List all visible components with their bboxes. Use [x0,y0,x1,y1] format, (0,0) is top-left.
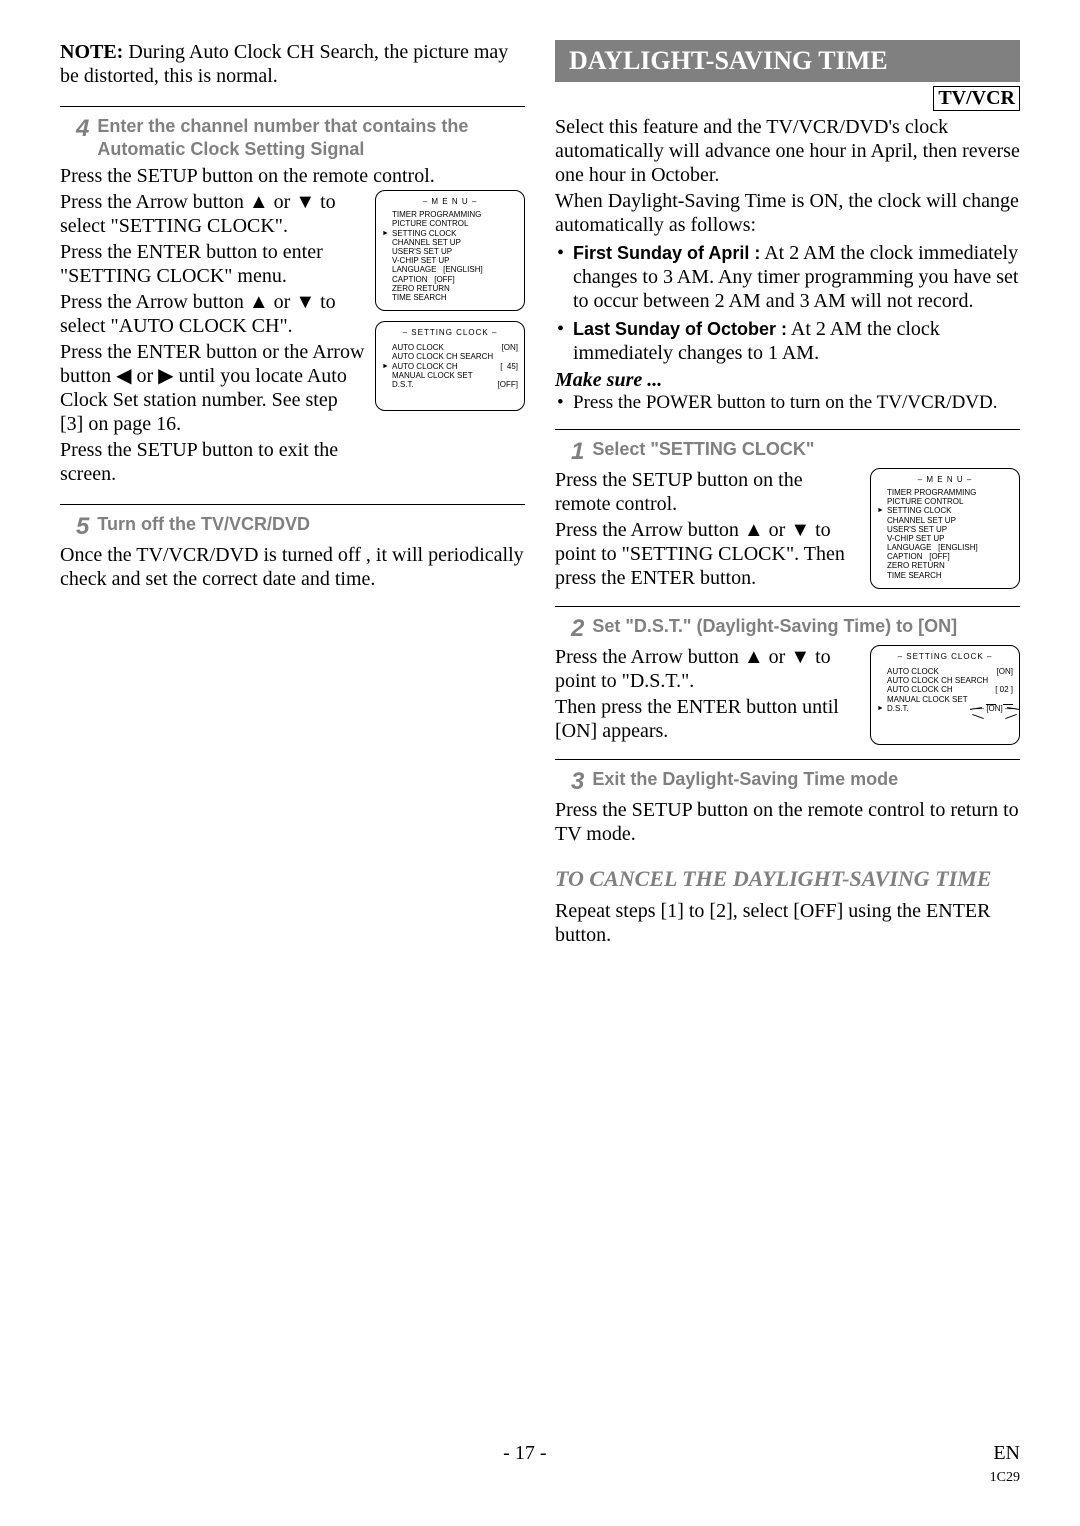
step3-body: Press the SETUP button on the remote con… [555,798,1020,846]
footer-code: 1C29 [990,1470,1020,1485]
osd-clock-line: AUTO CLOCK CH[ 45] [382,362,518,371]
note-label: NOTE: [60,41,123,63]
step-3-header: 3 Exit the Daylight-Saving Time mode [555,768,1020,794]
osd-clock-line: D.S.T.[OFF] [382,380,518,389]
osd-clock-box-2: – SETTING CLOCK – AUTO CLOCK[ON]AUTO CLO… [870,645,1020,745]
osd-clock-box: – SETTING CLOCK – AUTO CLOCK[ON]AUTO CLO… [375,321,525,411]
tvvcr-row: TV/VCR [555,86,1020,111]
step5-body: Once the TV/VCR/DVD is turned off , it w… [60,543,525,591]
osd-menu-line: SETTING CLOCK [382,229,518,238]
step2-text: Press the Arrow button ▲ or ▼ to point t… [555,645,860,745]
step-1-header: 1 Select "SETTING CLOCK" [555,438,1020,464]
step-number: 1 [571,440,584,464]
divider [60,504,525,505]
osd-clock-line: AUTO CLOCK[ON] [877,667,1013,676]
left-column: NOTE: During Auto Clock CH Search, the p… [60,40,525,947]
footer-en: EN [993,1442,1020,1464]
osd-clock-line: D.S.T.— [ON] — [877,704,1013,713]
step-number: 3 [571,770,584,794]
section-banner: DAYLIGHT-SAVING TIME [555,40,1020,82]
step-title: Set "D.S.T." (Daylight-Saving Time) to [… [592,615,957,641]
osd-menu-line: CHANNEL SET UP [877,516,1013,525]
osd-menu-box: – M E N U – TIMER PROGRAMMINGPICTURE CON… [375,190,525,311]
step4-text: Press the Arrow button ▲ or ▼ to select … [60,190,365,488]
divider [60,106,525,107]
osd-clock-line: AUTO CLOCK CH[ 02 ] [877,685,1013,694]
cancel-body: Repeat steps [1] to [2], select [OFF] us… [555,899,1020,947]
osd-menu-line: PICTURE CONTROL [877,497,1013,506]
step-5-header: 5 Turn off the TV/VCR/DVD [60,513,525,539]
step-4-header: 4 Enter the channel number that contains… [60,115,525,160]
bullet-list: First Sunday of April : At 2 AM the cloc… [555,241,1020,365]
osd-menu-line: TIME SEARCH [877,571,1013,580]
osd-menu-line: V-CHIP SET UP [877,534,1013,543]
divider [555,429,1020,430]
osd-menu-line: SETTING CLOCK [877,506,1013,515]
make-sure-heading: Make sure ... [555,369,1020,392]
osd-menu-line: PICTURE CONTROL [382,219,518,228]
osd-menu-line: USER'S SET UP [382,247,518,256]
osd-clock-line: AUTO CLOCK CH SEARCH [877,676,1013,685]
osd-menu-line: CAPTION [OFF] [877,552,1013,561]
right-column: DAYLIGHT-SAVING TIME TV/VCR Select this … [555,40,1020,947]
note-text: NOTE: During Auto Clock CH Search, the p… [60,40,525,88]
step-title: Exit the Daylight-Saving Time mode [592,768,898,794]
bullet-item: Last Sunday of October : At 2 AM the clo… [555,317,1020,365]
step1-text: Press the SETUP button on the remote con… [555,468,860,592]
divider [555,606,1020,607]
step-title: Select "SETTING CLOCK" [592,438,814,464]
osd-menu-line: LANGUAGE [ENGLISH] [877,543,1013,552]
osd-menu-line: ZERO RETURN [877,561,1013,570]
step-number: 2 [571,617,584,641]
osd-clock-line: MANUAL CLOCK SET [382,371,518,380]
makesure-item: Press the POWER button to turn on the TV… [555,392,1020,415]
osd-menu-box-2: – M E N U – TIMER PROGRAMMINGPICTURE CON… [870,468,1020,589]
step-title: Enter the channel number that contains t… [97,115,525,160]
cancel-heading: TO CANCEL THE DAYLIGHT-SAVING TIME [555,866,1020,891]
page-footer: - 17 - EN 1C29 [0,1442,1080,1486]
osd-menu-line: TIMER PROGRAMMING [877,488,1013,497]
step-number: 5 [76,515,89,539]
osd-menu-line: TIME SEARCH [382,293,518,302]
makesure-list: Press the POWER button to turn on the TV… [555,392,1020,415]
osd-clock-line: AUTO CLOCK[ON] [382,343,518,352]
osd-menu-line: V-CHIP SET UP [382,256,518,265]
step-number: 4 [76,117,89,160]
intro1: Select this feature and the TV/VCR/DVD's… [555,115,1020,187]
osd-menu-line: LANGUAGE [ENGLISH] [382,265,518,274]
osd-menu-line: TIMER PROGRAMMING [382,210,518,219]
osd-clock-line: AUTO CLOCK CH SEARCH [382,352,518,361]
page-number: - 17 - [503,1442,546,1486]
osd-clock-line: MANUAL CLOCK SET [877,695,1013,704]
divider [555,759,1020,760]
osd-menu-line: ZERO RETURN [382,284,518,293]
bullet-item: First Sunday of April : At 2 AM the cloc… [555,241,1020,313]
osd-menu-line: USER'S SET UP [877,525,1013,534]
tvvcr-badge: TV/VCR [933,86,1020,111]
intro2: When Daylight-Saving Time is ON, the clo… [555,189,1020,237]
osd-menu-line: CHANNEL SET UP [382,238,518,247]
osd-menu-line: CAPTION [OFF] [382,275,518,284]
step-title: Turn off the TV/VCR/DVD [97,513,310,539]
step4-para1: Press the SETUP button on the remote con… [60,164,525,188]
step-2-header: 2 Set "D.S.T." (Daylight-Saving Time) to… [555,615,1020,641]
